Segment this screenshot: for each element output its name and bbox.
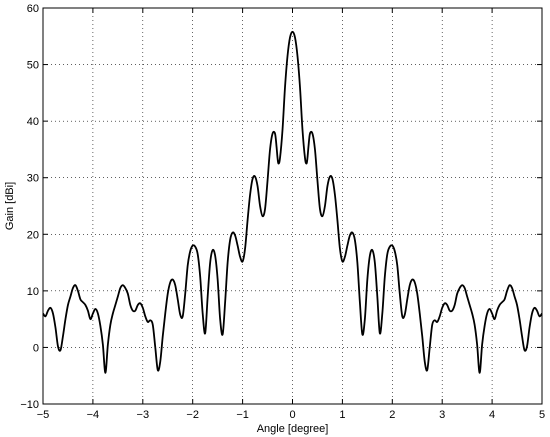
x-tick-label: −4: [87, 409, 100, 421]
y-tick-label: 30: [27, 173, 39, 185]
y-tick-label: 10: [27, 286, 39, 298]
y-tick-label: 40: [27, 116, 39, 128]
y-tick-label: 60: [27, 3, 39, 15]
x-tick-label: 3: [439, 409, 445, 421]
x-tick-label: −3: [137, 409, 150, 421]
x-tick-label: 1: [339, 409, 345, 421]
y-tick-label: −10: [20, 399, 39, 411]
y-tick-label: 50: [27, 60, 39, 72]
x-tick-label: 5: [539, 409, 545, 421]
x-tick-label: −5: [37, 409, 50, 421]
y-axis-label: Gain [dBi]: [4, 182, 16, 230]
plot-frame: [42, 7, 543, 405]
y-tick-label: 0: [33, 342, 39, 354]
gain-curve: [42, 30, 543, 374]
x-tick-label: 2: [389, 409, 395, 421]
y-tick-label: 20: [27, 229, 39, 241]
x-tick-label: −1: [236, 409, 249, 421]
x-axis-label: Angle [degree]: [257, 423, 329, 435]
x-tick-label: −2: [186, 409, 199, 421]
x-tick-label: 0: [289, 409, 295, 421]
x-tick-label: 4: [489, 409, 495, 421]
